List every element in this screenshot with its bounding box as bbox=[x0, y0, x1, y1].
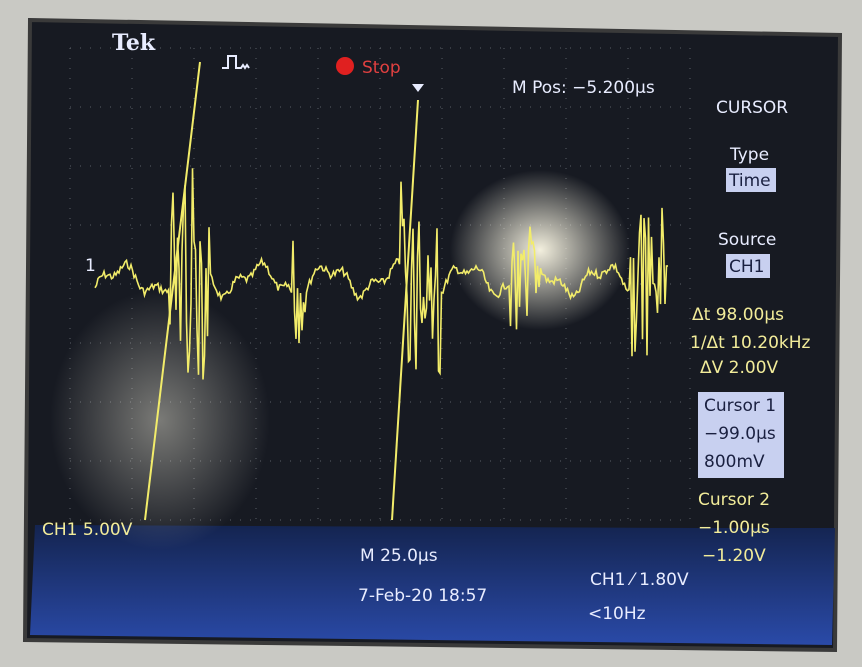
stop-icon bbox=[336, 57, 354, 75]
cursor1-time: −99.0µs bbox=[704, 424, 776, 444]
type-label: Type bbox=[729, 145, 769, 165]
oscilloscope-photo: Tek Stop M Pos: −5.200µs 1 CURSOR Type T… bbox=[0, 0, 862, 667]
cursor1-value: 800mV bbox=[704, 452, 765, 472]
cursor2-time: −1.00µs bbox=[698, 518, 770, 538]
frequency: <10Hz bbox=[588, 604, 646, 624]
page: Tek Stop M Pos: −5.200µs 1 CURSOR Type T… bbox=[0, 0, 862, 667]
menu-title: CURSOR bbox=[716, 98, 788, 118]
ch1-scale: CH1 5.00V bbox=[42, 520, 133, 540]
timebase: M 25.0µs bbox=[360, 546, 438, 566]
cursor2-label: Cursor 2 bbox=[698, 490, 770, 510]
source-label: Source bbox=[718, 230, 776, 250]
m-pos: M Pos: −5.200µs bbox=[512, 78, 655, 98]
source-value: CH1 bbox=[729, 257, 764, 277]
type-value: Time bbox=[728, 171, 771, 191]
status: Stop bbox=[362, 58, 401, 78]
trigger: CH1 ⁄ 1.80V bbox=[590, 570, 689, 590]
inv-delta-t: 1/Δt 10.20kHz bbox=[690, 333, 811, 353]
delta-t: Δt 98.00µs bbox=[692, 305, 784, 325]
glare bbox=[450, 170, 630, 330]
brand: Tek bbox=[112, 30, 156, 56]
delta-v: ΔV 2.00V bbox=[700, 358, 779, 378]
cursor2-value: −1.20V bbox=[702, 546, 766, 566]
cursor1-label: Cursor 1 bbox=[704, 396, 776, 416]
glare bbox=[50, 290, 270, 550]
channel-marker: 1 bbox=[85, 256, 96, 276]
datetime: 7-Feb-20 18:57 bbox=[358, 586, 487, 606]
